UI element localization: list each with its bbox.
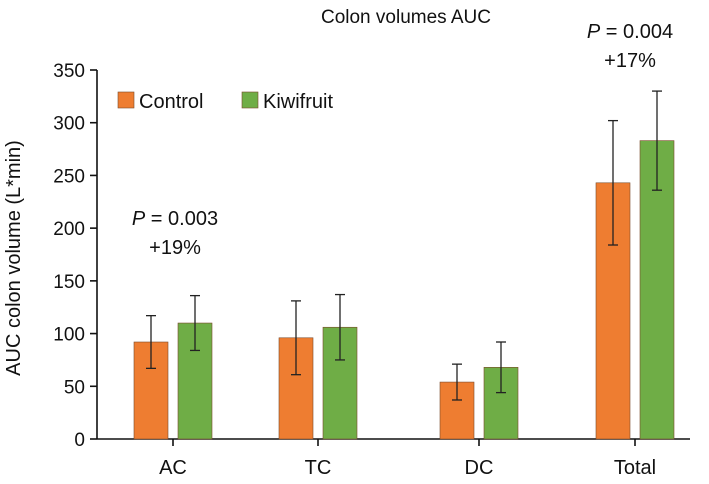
percent-change-label: +19% <box>149 237 201 259</box>
legend-swatch-kiwifruit <box>241 91 259 109</box>
x-tick-label: DC <box>465 457 494 479</box>
legend-label-control: Control <box>139 91 203 113</box>
legend-swatch-control <box>117 91 135 109</box>
y-tick-label: 350 <box>53 61 85 82</box>
y-tick-label: 200 <box>53 219 85 240</box>
y-tick-label: 0 <box>74 430 85 451</box>
bar-kiwifruit <box>483 367 519 440</box>
y-tick-label: 250 <box>53 166 85 187</box>
axes: 0 50 100 150 200 250 300 350 AC TC DC Total <box>53 61 690 479</box>
bars <box>133 90 675 440</box>
legend: Control Kiwifruit <box>117 91 333 113</box>
y-tick-label: 150 <box>53 272 85 293</box>
y-tick-label: 50 <box>64 377 85 398</box>
percent-change-label: +17% <box>604 50 656 72</box>
p-value-label: P = 0.003 <box>132 208 218 230</box>
y-tick-label: 100 <box>53 325 85 346</box>
x-tick-label: Total <box>614 457 656 479</box>
chart-title: Colon volumes AUC <box>321 7 491 28</box>
annotations: P = 0.003 +19% P = 0.004 +17% <box>132 21 673 259</box>
legend-label-kiwifruit: Kiwifruit <box>263 91 333 113</box>
y-axis-label: AUC colon volume (L*min) <box>3 140 25 376</box>
x-tick-label: AC <box>159 457 187 479</box>
p-value-label: P = 0.004 <box>587 21 673 43</box>
y-tick-label: 300 <box>53 114 85 135</box>
x-tick-label: TC <box>305 457 332 479</box>
